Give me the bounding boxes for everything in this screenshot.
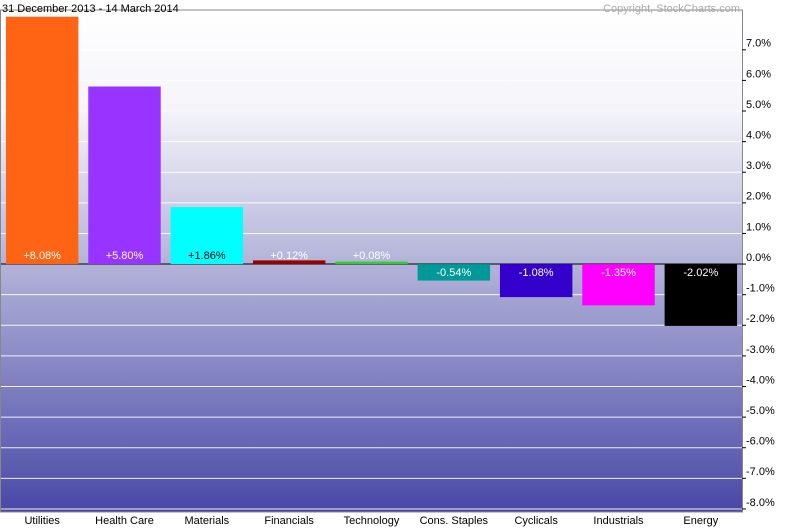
bar	[417, 264, 491, 281]
bar	[664, 264, 738, 326]
x-tick-label: Utilities	[24, 515, 60, 527]
bar	[252, 260, 326, 265]
x-tick-label: Cons. Staples	[420, 515, 489, 527]
value-label: +0.12%	[270, 250, 308, 262]
x-tick-label: Cyclicals	[514, 515, 558, 527]
x-tick-label: Energy	[683, 515, 718, 527]
y-tick-label: -1.0%	[746, 283, 775, 295]
y-tick-label: -5.0%	[746, 405, 775, 417]
y-tick-label: 0.0%	[746, 252, 771, 264]
y-tick-label: -8.0%	[746, 497, 775, 509]
value-label: +0.08%	[353, 250, 391, 262]
y-tick-label: 5.0%	[746, 99, 771, 111]
bar	[170, 207, 244, 265]
y-tick-label: 1.0%	[746, 221, 771, 233]
x-tick-label: Health Care	[95, 515, 154, 527]
y-tick-label: 7.0%	[746, 38, 771, 50]
y-tick-label: -2.0%	[746, 313, 775, 325]
bar	[5, 16, 79, 265]
y-tick-label: 4.0%	[746, 130, 771, 142]
y-tick-label: 2.0%	[746, 191, 771, 203]
value-label: +8.08%	[23, 250, 61, 262]
value-label: -1.08%	[519, 267, 554, 279]
y-tick-label: 6.0%	[746, 68, 771, 80]
x-tick-label: Technology	[344, 515, 400, 527]
y-tick-label: -4.0%	[746, 374, 775, 386]
value-label: -2.02%	[683, 267, 718, 279]
bar	[582, 264, 655, 306]
value-label: -0.54%	[436, 267, 471, 279]
x-tick-label: Industrials	[593, 515, 644, 527]
copyright: Copyright, StockCharts.com	[603, 3, 740, 15]
bar	[499, 264, 573, 298]
bar	[335, 261, 408, 265]
chart-title: 31 December 2013 - 14 March 2014	[2, 3, 179, 15]
x-tick-label: Materials	[185, 515, 230, 527]
y-tick-label: -7.0%	[746, 466, 775, 478]
y-tick-label: -6.0%	[746, 436, 775, 448]
y-tick-label: -3.0%	[746, 344, 775, 356]
value-label: +5.80%	[106, 250, 144, 262]
y-tick-label: 3.0%	[746, 160, 771, 172]
bar	[88, 86, 161, 265]
x-tick-label: Financials	[264, 515, 314, 527]
value-label: -1.35%	[601, 267, 636, 279]
value-label: +1.86%	[188, 250, 226, 262]
